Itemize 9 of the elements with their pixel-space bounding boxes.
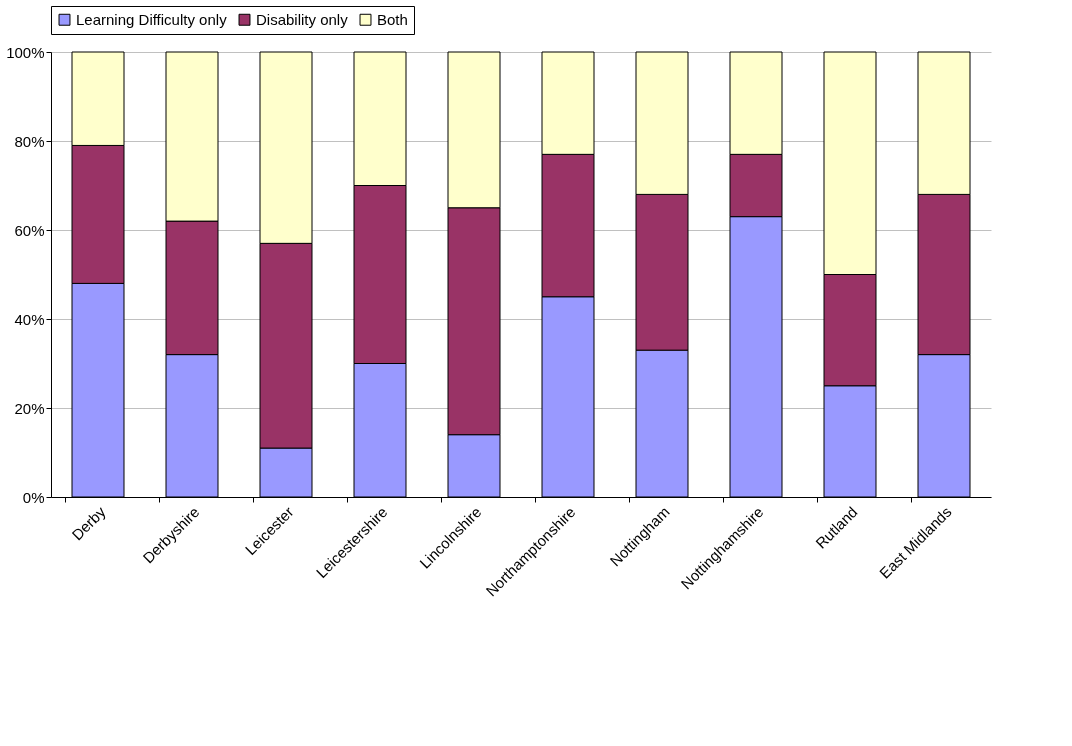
legend-label: Learning Difficulty only — [76, 10, 228, 28]
y-tick-label: 0% — [22, 488, 45, 506]
y-tick-label: 100% — [6, 43, 45, 61]
y-tick-label: 40% — [14, 310, 45, 328]
legend-label: Disability only — [256, 10, 349, 28]
y-tick-label: 60% — [14, 221, 45, 239]
y-tick-label: 80% — [14, 132, 45, 150]
legend-label: Both — [377, 10, 408, 28]
y-tick-label: 20% — [14, 399, 45, 417]
